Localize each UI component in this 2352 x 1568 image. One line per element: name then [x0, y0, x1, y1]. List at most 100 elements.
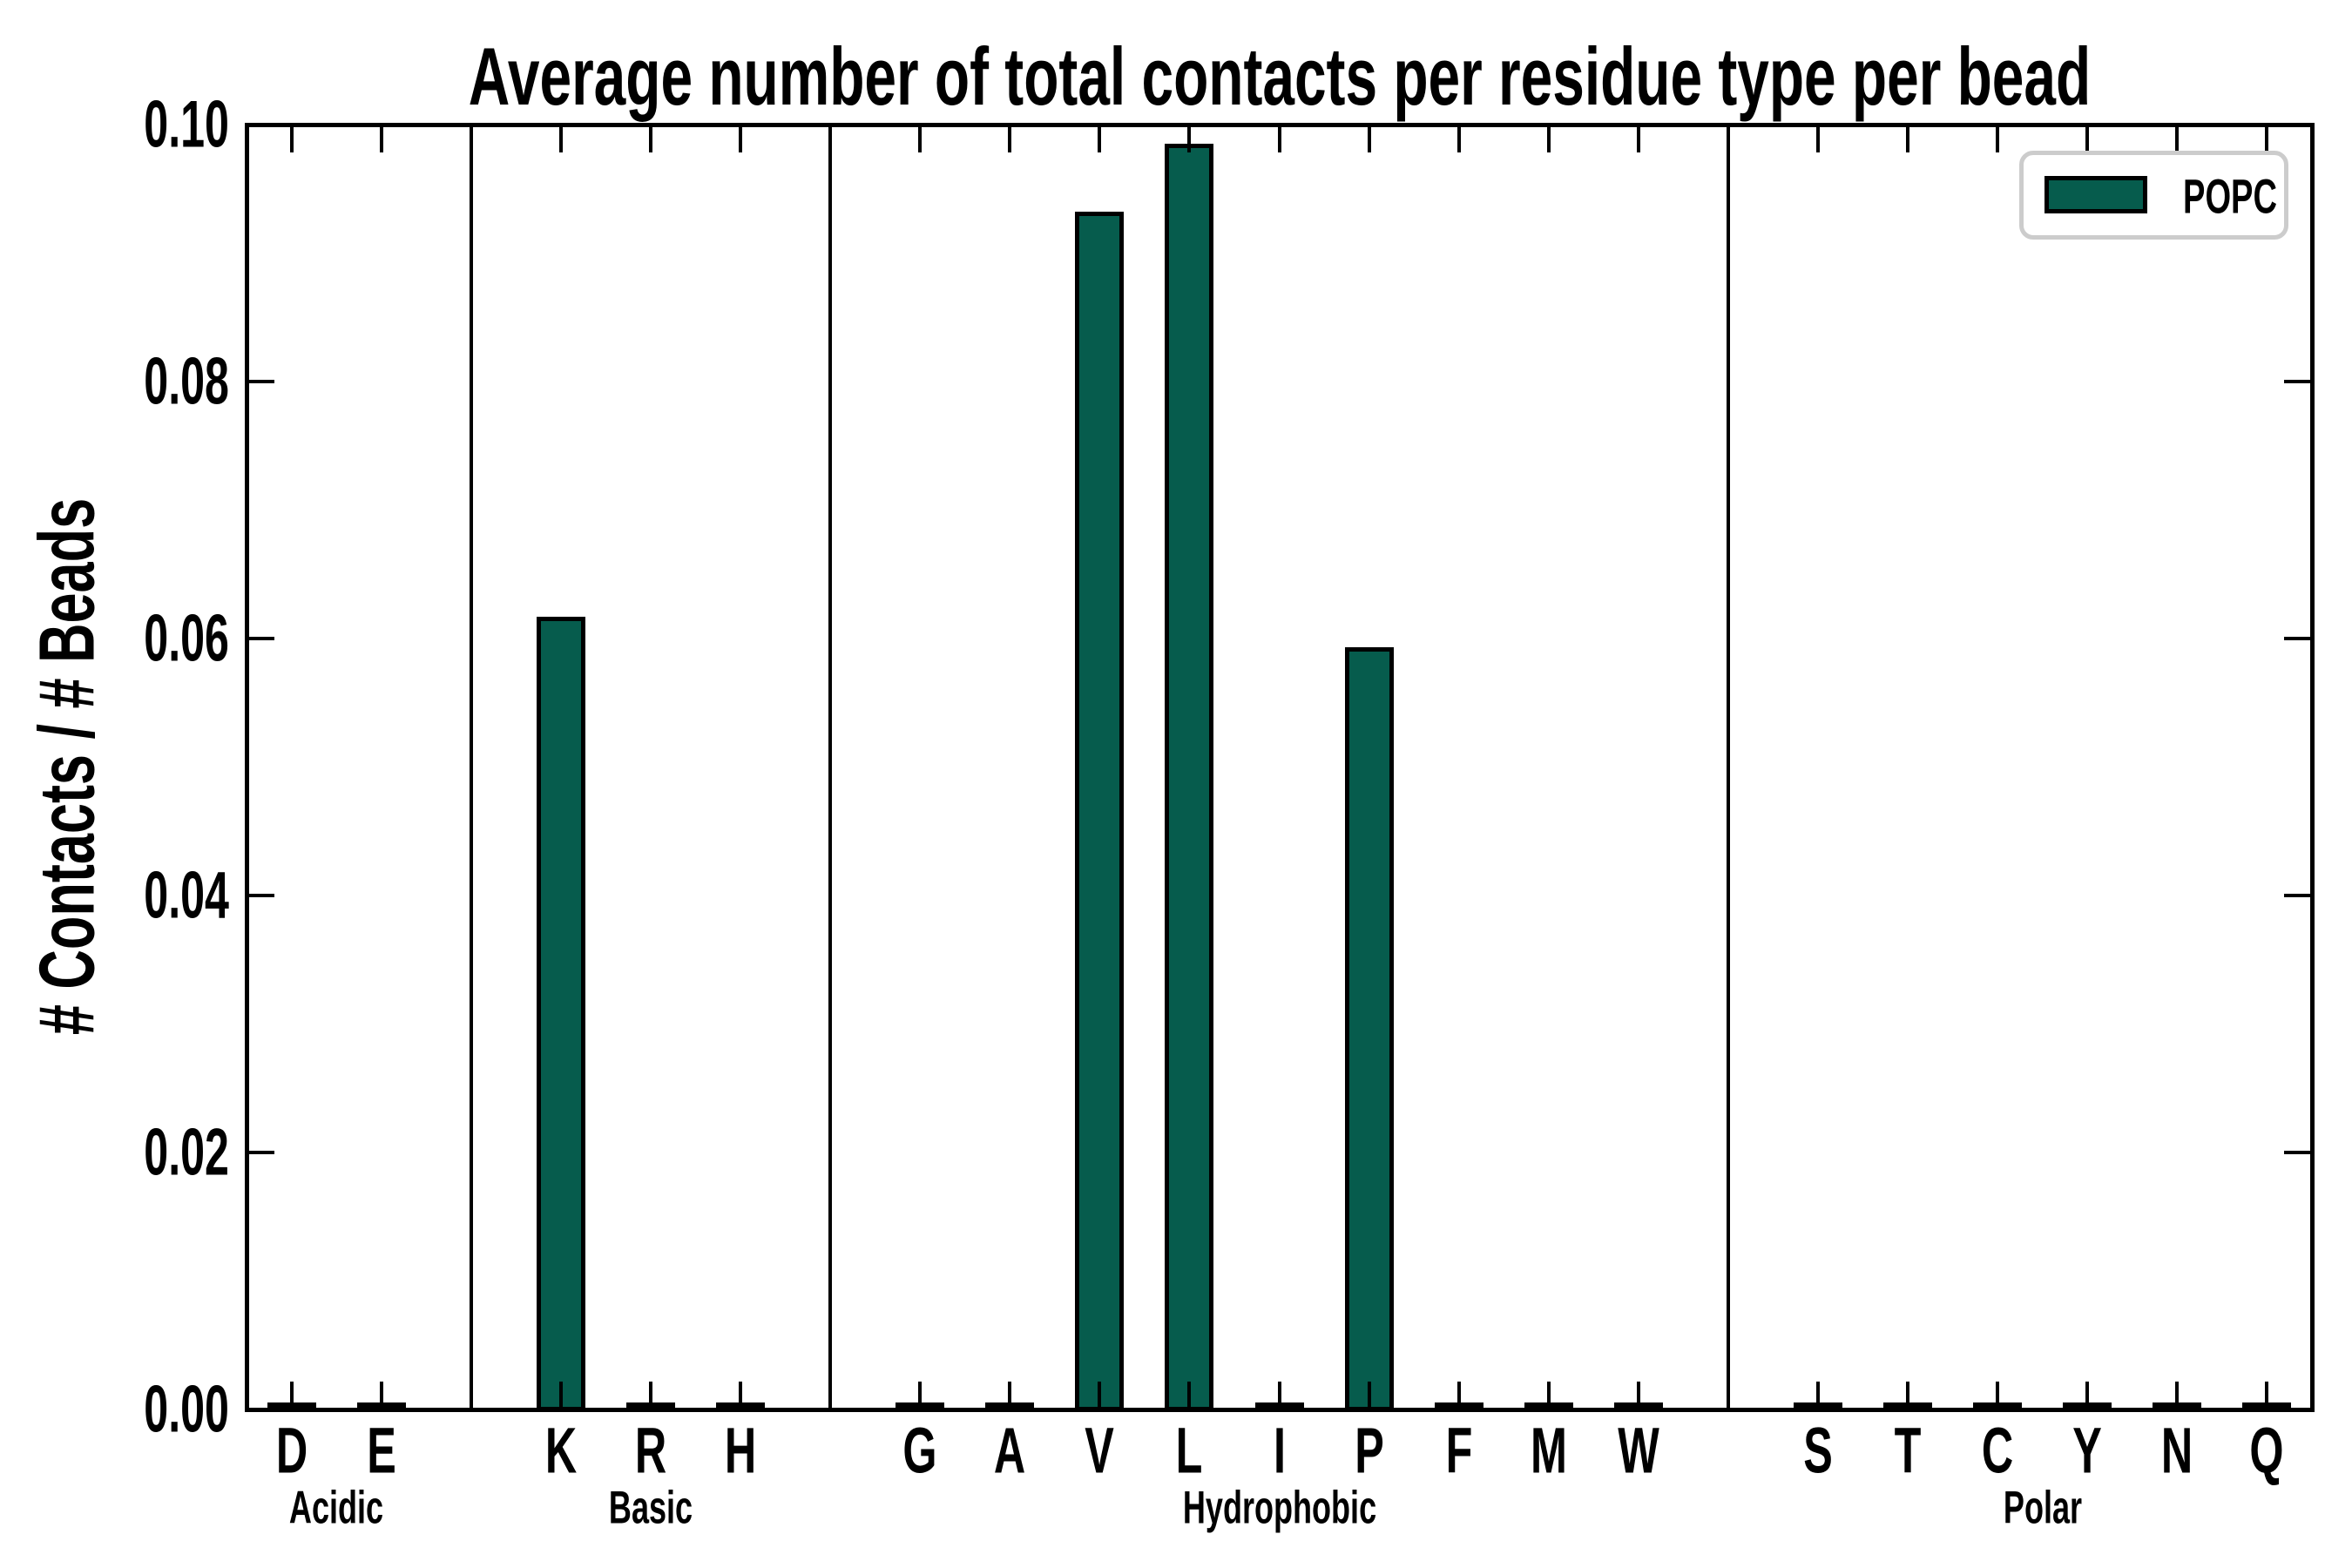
x-tick-label-W-text: W — [1618, 1414, 1659, 1487]
x-tick-bottom — [2085, 1382, 2090, 1408]
legend: POPC — [2019, 151, 2288, 240]
y-axis-label: # Contacts / # Beads — [24, 383, 113, 1150]
group-label-polar-text: Polar — [2003, 1482, 2082, 1534]
x-tick-label-V-text: V — [1085, 1414, 1115, 1487]
x-tick-label-L-text: L — [1176, 1414, 1203, 1487]
x-tick-top — [738, 126, 742, 152]
x-tick-top — [1816, 126, 1821, 152]
y-tick-label-0.00: 0.00 — [100, 1372, 229, 1448]
x-tick-label-H: H — [717, 1414, 763, 1488]
x-tick-bottom — [648, 1382, 652, 1408]
x-tick-label-M: M — [1522, 1414, 1576, 1488]
x-tick-label-N: N — [2154, 1414, 2200, 1488]
x-tick-bottom — [1816, 1382, 1821, 1408]
x-tick-label-Y: Y — [2066, 1414, 2109, 1488]
x-tick-bottom — [1996, 1382, 2000, 1408]
group-label-polar: Polar — [1984, 1482, 2100, 1535]
x-tick-bottom — [379, 1382, 383, 1408]
group-divider — [828, 126, 833, 1408]
x-tick-bottom — [558, 1382, 563, 1408]
x-tick-bottom — [1636, 1382, 1640, 1408]
x-tick-bottom — [1187, 1382, 1192, 1408]
y-tick-label-text: 0.08 — [144, 344, 229, 419]
group-label-basic-text: Basic — [608, 1482, 693, 1534]
x-tick-label-A-text: A — [994, 1414, 1026, 1487]
x-tick-top — [1456, 126, 1461, 152]
y-tick-label-0.06: 0.06 — [100, 601, 229, 677]
x-tick-label-T: T — [1888, 1414, 1927, 1488]
x-tick-label-C-text: C — [1982, 1414, 2014, 1487]
x-tick-label-E-text: E — [366, 1414, 396, 1487]
y-tick-label-text: 0.10 — [144, 87, 229, 162]
x-tick-top — [1277, 126, 1281, 152]
group-divider — [469, 126, 473, 1408]
x-tick-label-H-text: H — [724, 1414, 757, 1487]
x-tick-bottom — [1906, 1382, 1910, 1408]
x-tick-top — [648, 126, 652, 152]
group-divider — [1726, 126, 1730, 1408]
x-tick-label-G: G — [895, 1414, 945, 1488]
x-tick-top — [1008, 126, 1012, 152]
y-tick-right — [2284, 637, 2310, 640]
legend-label: POPC — [2161, 168, 2300, 225]
x-tick-label-I-text: I — [1273, 1414, 1286, 1487]
x-tick-label-F: F — [1439, 1414, 1478, 1488]
x-tick-label-Q-text: Q — [2249, 1414, 2285, 1487]
bar-K — [536, 616, 585, 1411]
y-tick-left — [248, 1151, 274, 1154]
x-tick-label-Q: Q — [2242, 1414, 2293, 1488]
group-label-hydrophobic: Hydrophobic — [1137, 1482, 1422, 1535]
plot-area — [244, 122, 2315, 1412]
y-tick-right — [2284, 1151, 2310, 1154]
x-tick-label-V: V — [1078, 1414, 1121, 1488]
x-tick-label-K-text: K — [544, 1414, 577, 1487]
chart-title: Average number of total contacts per res… — [121, 30, 2352, 124]
y-tick-label-text: 0.00 — [144, 1372, 229, 1447]
group-label-basic: Basic — [589, 1482, 712, 1535]
x-tick-top — [2085, 126, 2090, 152]
x-tick-label-N-text: N — [2161, 1414, 2193, 1487]
y-tick-label-0.04: 0.04 — [100, 858, 229, 934]
x-tick-top — [1367, 126, 1371, 152]
x-tick-top — [379, 126, 383, 152]
group-label-acidic-text: Acidic — [288, 1482, 384, 1534]
x-tick-top — [1996, 126, 2000, 152]
x-tick-bottom — [2265, 1382, 2269, 1408]
y-tick-right — [2284, 894, 2310, 897]
y-tick-label-0.10: 0.10 — [100, 87, 229, 163]
group-label-acidic: Acidic — [267, 1482, 406, 1535]
x-tick-top — [469, 126, 473, 152]
x-tick-bottom — [1277, 1382, 1281, 1408]
x-tick-top — [1906, 126, 1910, 152]
x-tick-top — [2265, 126, 2269, 152]
x-tick-top — [1098, 126, 1102, 152]
y-tick-left — [248, 380, 274, 383]
x-tick-label-R-text: R — [634, 1414, 667, 1487]
x-tick-label-I: I — [1270, 1414, 1288, 1488]
x-tick-label-S-text: S — [1803, 1414, 1833, 1487]
y-tick-left — [248, 637, 274, 640]
y-tick-label-0.08: 0.08 — [100, 344, 229, 420]
x-tick-bottom — [289, 1382, 294, 1408]
x-tick-label-T-text: T — [1894, 1414, 1922, 1487]
bar-V — [1075, 212, 1125, 1411]
x-tick-bottom — [918, 1382, 923, 1408]
x-tick-bottom — [1726, 1382, 1730, 1408]
x-tick-label-D: D — [268, 1414, 314, 1488]
x-tick-label-P: P — [1348, 1414, 1390, 1488]
x-tick-label-D-text: D — [275, 1414, 308, 1487]
y-tick-label-text: 0.06 — [144, 601, 229, 676]
x-tick-label-P-text: P — [1354, 1414, 1384, 1487]
x-tick-bottom — [1098, 1382, 1102, 1408]
legend-label-text: POPC — [2183, 168, 2277, 224]
y-tick-right — [2284, 1408, 2310, 1411]
y-axis-label-text: # Contacts / # Beads — [24, 497, 112, 1036]
x-tick-label-E: E — [360, 1414, 402, 1488]
y-tick-left — [248, 894, 274, 897]
x-tick-top — [558, 126, 563, 152]
x-tick-label-Y-text: Y — [2072, 1414, 2103, 1487]
x-tick-top — [1636, 126, 1640, 152]
bar-P — [1344, 647, 1394, 1411]
y-tick-label-text: 0.04 — [144, 858, 229, 933]
